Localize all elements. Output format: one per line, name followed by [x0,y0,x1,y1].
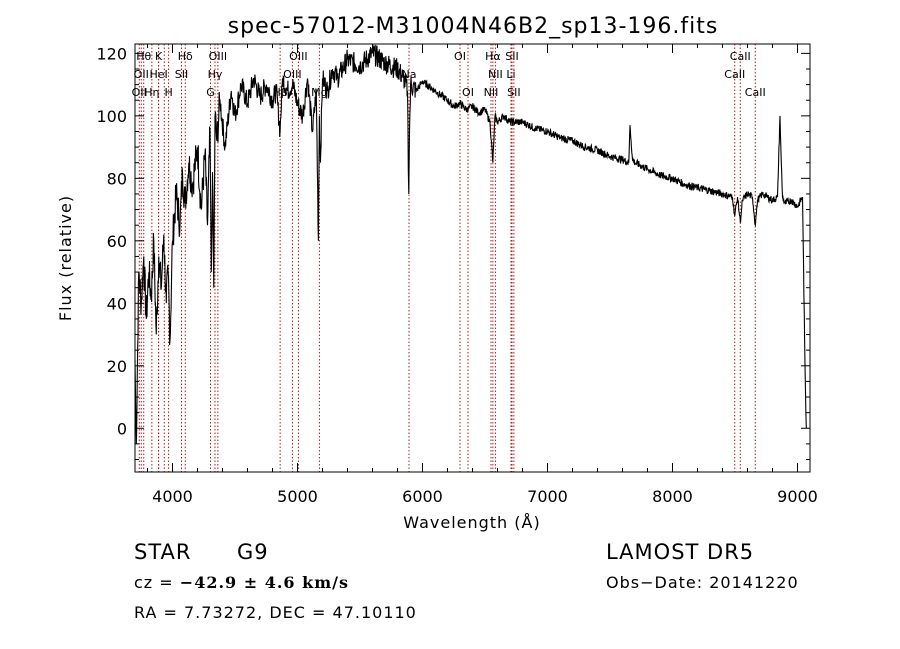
y-tick-label: 120 [96,44,127,63]
spectral-line-label: OIII [283,68,301,81]
redshift-readout: cz = −42.9 ± 4.6 km/s [134,573,349,592]
spectral-line-label: OI [462,86,474,99]
spectral-line-label: SII [507,86,520,99]
y-tick-label: 80 [107,169,127,188]
spectral-line-markers [138,44,756,472]
axis-ticks: 4000 5000 6000 7000 8000 9000 0 20 40 60 80 100 120 [96,44,818,506]
spectral-line-label: Hγ [208,68,223,81]
spectral-line-label: Hη [144,86,159,99]
spectral-line-label: NII [488,68,503,81]
cz-label: cz = [134,573,180,592]
y-tick-label: 0 [117,419,127,438]
spectral-line-label: Hδ [178,50,193,63]
y-tick-label: 60 [107,232,127,251]
spectral-line-label: K [155,50,163,63]
y-tick-label: 100 [96,107,127,126]
x-tick-label: 4000 [152,487,193,506]
y-tick-label: 40 [107,294,127,313]
spectral-line-label: CaII [745,86,766,99]
spectral-line-label: Hβ [272,86,287,99]
y-axis-label: Flux (relative) [56,195,75,321]
spectral-line-label: OIII [209,50,227,63]
x-tick-label: 5000 [277,487,318,506]
spectral-line-label: SII [505,50,518,63]
spectral-line-label: HeI [149,68,167,81]
spectral-line-label: CaII [730,50,751,63]
x-tick-label: 8000 [652,487,693,506]
ra-dec-readout: RA = 7.73272, DEC = 47.10110 [134,603,417,622]
spectral-line-label: OI [454,50,466,63]
y-tick-label: 20 [107,357,127,376]
x-tick-label: 7000 [527,487,568,506]
observation-date: Obs−Date: 20141220 [606,573,799,592]
spectral-line-label: OII [132,86,147,99]
line-labels: OIIOIIHθHηKHeIHSIIHδGHγOIIIHβOIIIOIIIMgN… [132,50,766,99]
spectrum-series-line [134,44,807,444]
spectral-line-label: Mg [311,86,327,99]
chart-title: spec-57012-M31004N46B2_sp13-196.fits [228,14,719,39]
x-tick-label: 6000 [402,487,443,506]
x-axis-label: Wavelength (Å) [403,513,540,532]
spectral-line-label: Li [506,68,515,81]
plot-frame [134,43,811,473]
cz-value: −42.9 ± 4.6 km/s [179,573,349,592]
spectral-line-label: G [206,86,215,99]
spectral-line-label: Hα [485,50,501,63]
spectral-line-label: OIII [289,50,307,63]
spectrum-chart: 4000 5000 6000 7000 8000 9000020406080100120 … [56,14,818,532]
spectral-line-label: Na [402,68,417,81]
spectral-line-label: H [164,86,172,99]
survey-name: LAMOST DR5 [606,540,755,564]
spectral-line-label: NII [484,86,499,99]
x-tick-label: 9000 [777,487,818,506]
spectral-line-label: CaII [724,68,745,81]
object-subclass: G9 [237,540,269,564]
object-class: STAR [134,540,192,564]
spectral-line-label: SII [175,68,188,81]
spectral-line-label: OII [134,68,149,81]
spectral-line-label: Hθ [136,50,151,63]
